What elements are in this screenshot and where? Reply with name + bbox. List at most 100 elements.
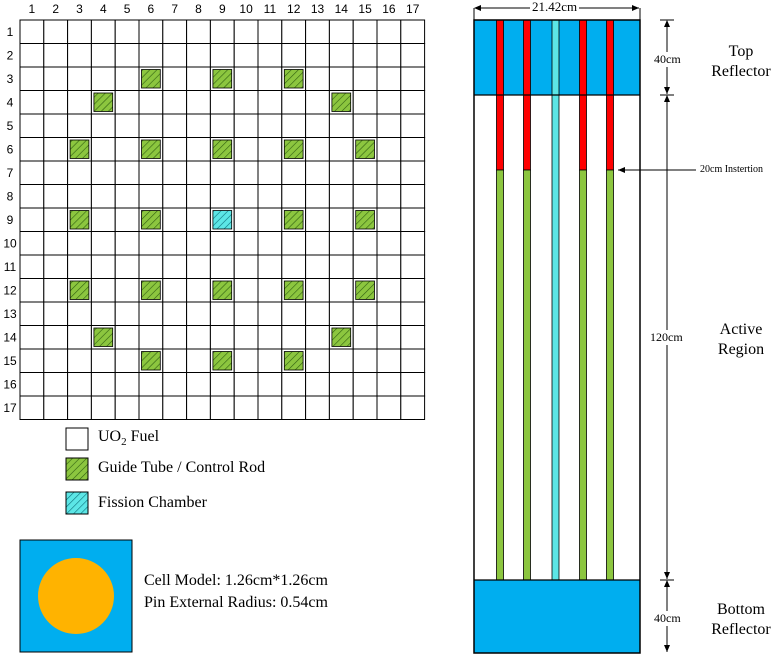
- lattice-cell: [328, 372, 354, 397]
- lattice-cell: [209, 90, 235, 115]
- lattice-cell: [209, 231, 235, 256]
- lattice-cell: [90, 395, 116, 420]
- lattice-cell: [186, 137, 211, 162]
- lattice-cell: [305, 184, 330, 209]
- lattice-cell: [43, 348, 69, 373]
- lattice-cell: [43, 66, 69, 91]
- assembly-side-view: [473, 5, 696, 654]
- lattice-cell: [90, 19, 116, 44]
- lattice-cell: [43, 160, 69, 185]
- row-label: 6: [7, 142, 14, 156]
- lattice-cell: [328, 66, 354, 91]
- lattice-cell: [209, 19, 235, 44]
- column-label: 13: [311, 2, 325, 16]
- lattice-cell: [400, 207, 426, 232]
- guide-tube: [523, 169, 531, 581]
- lattice-cell: [43, 90, 69, 115]
- lattice-cell: [281, 254, 307, 279]
- row-label: 10: [3, 236, 17, 250]
- assembly-border: [473, 19, 641, 654]
- lattice-cell: [90, 137, 116, 162]
- lattice-cell: [305, 160, 330, 185]
- lattice-cell: [376, 90, 402, 115]
- lattice-cell: [186, 395, 211, 420]
- guide-tube-cell: [283, 69, 304, 89]
- lattice-cell: [233, 395, 259, 420]
- guide-tube-cell: [355, 280, 375, 300]
- lattice-cell: [138, 325, 164, 350]
- lattice-cell: [162, 231, 188, 256]
- lattice-cell: [257, 325, 283, 350]
- column-label: 10: [239, 2, 253, 16]
- lattice-cell: [281, 184, 307, 209]
- column-label: 9: [219, 2, 226, 16]
- lattice-cell: [305, 395, 330, 420]
- lattice-cell: [90, 207, 116, 232]
- column-labels: 1 2 3 4 5 6 7 8 9 10 11 12 13 14 15 16 17: [29, 2, 420, 16]
- lattice-cell: [90, 66, 116, 91]
- lattice-cell: [328, 395, 354, 420]
- lattice-cell: [43, 137, 69, 162]
- lattice-cell: [162, 137, 188, 162]
- lattice-cell: [90, 372, 116, 397]
- lattice-cell: [114, 90, 140, 115]
- lattice-cell: [233, 137, 259, 162]
- lattice-cell: [352, 19, 378, 44]
- lattice-cell: [186, 90, 211, 115]
- lattice-cell: [19, 207, 45, 232]
- lattice-cell: [162, 395, 188, 420]
- lattice-cell: [162, 372, 188, 397]
- lattice-cell: [19, 372, 45, 397]
- row-label: 12: [3, 283, 17, 297]
- lattice-cell: [257, 43, 283, 68]
- lattice-cell: [400, 90, 426, 115]
- guide-tube-cell: [283, 139, 304, 159]
- lattice-cell: [162, 325, 188, 350]
- lattice-cell: [257, 372, 283, 397]
- lattice-cell: [162, 278, 188, 303]
- lattice-cell: [400, 301, 426, 326]
- lattice-cell: [67, 90, 92, 115]
- lattice-cell: [328, 254, 354, 279]
- lattice-cell: [400, 137, 426, 162]
- lattice-cell: [114, 301, 140, 326]
- row-label: 8: [7, 189, 14, 203]
- lattice-cell: [328, 113, 354, 138]
- lattice-cell: [281, 90, 307, 115]
- lattice-cell: [233, 348, 259, 373]
- lattice-cell: [328, 184, 354, 209]
- lattice-cell: [114, 43, 140, 68]
- lattice-cell: [186, 43, 211, 68]
- lattice-cell: [67, 43, 92, 68]
- lattice-cell: [328, 301, 354, 326]
- lattice-cell: [138, 19, 164, 44]
- lattice-cell: [138, 90, 164, 115]
- lattice-cell: [376, 301, 402, 326]
- lattice-cell: [19, 395, 45, 420]
- lattice-cell: [19, 348, 45, 373]
- lattice-cell: [328, 43, 354, 68]
- lattice-cell: [90, 231, 116, 256]
- lattice-cells: [19, 19, 426, 420]
- lattice-cell: [328, 19, 354, 44]
- lattice-cell: [67, 160, 92, 185]
- lattice-cell: [90, 301, 116, 326]
- lattice-cell: [114, 348, 140, 373]
- lattice-cell: [90, 254, 116, 279]
- lattice-cell: [186, 372, 211, 397]
- lattice-cell: [400, 231, 426, 256]
- guide-tube-cell: [141, 351, 161, 371]
- lattice-cell: [376, 113, 402, 138]
- lattice-cell: [233, 231, 259, 256]
- lattice-cell: [257, 395, 283, 420]
- lattice-cell: [138, 231, 164, 256]
- lattice-cell: [162, 19, 188, 44]
- lattice-cell: [376, 325, 402, 350]
- lattice-cell: [281, 325, 307, 350]
- lattice-cell: [305, 325, 330, 350]
- lattice-cell: [328, 160, 354, 185]
- lattice-cell: [281, 43, 307, 68]
- lattice-cell: [400, 19, 426, 44]
- column-label: 4: [100, 2, 107, 16]
